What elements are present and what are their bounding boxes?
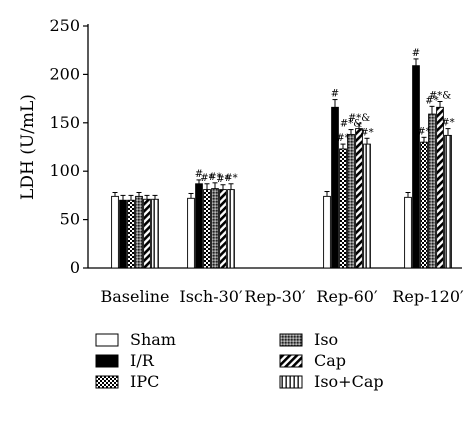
- legend-label: Cap: [314, 351, 346, 370]
- y-axis-title: LDH (U/mL): [18, 94, 38, 200]
- bar-sham: [187, 197, 195, 269]
- bar-sham: [323, 195, 331, 269]
- bar-sham: [404, 196, 412, 269]
- bar-cap: [355, 128, 363, 269]
- x-tick-label: Rep-60′: [316, 287, 378, 306]
- bar-iso-cap: [363, 143, 371, 269]
- legend-label: Iso+Cap: [314, 372, 384, 391]
- legend-label: IPC: [130, 372, 159, 391]
- x-tick-label: Rep-120′: [392, 287, 464, 306]
- bar-cap: [143, 198, 151, 269]
- bar-i-r: [331, 106, 339, 269]
- legend-swatch: [279, 333, 303, 347]
- legend-label: I/R: [130, 351, 155, 370]
- bar-cap: [436, 106, 444, 269]
- significance-label: #*: [360, 127, 373, 138]
- y-tick-label: 100: [49, 161, 80, 180]
- significance-label: #*&: [340, 119, 362, 130]
- bar-iso: [211, 188, 219, 269]
- bar-iso: [135, 195, 143, 269]
- legend-label: Iso: [314, 330, 338, 349]
- significance-label: #: [331, 89, 339, 100]
- x-tick-label: Rep-30′: [244, 287, 306, 306]
- significance-label: #*: [208, 172, 221, 183]
- bar-iso: [347, 133, 355, 269]
- significance-label: #*&: [429, 91, 451, 102]
- x-tick-label: Isch-30′: [179, 287, 243, 306]
- y-tick-label: 150: [49, 113, 80, 132]
- significance-label: #*: [336, 133, 349, 144]
- bar-ipc: [339, 148, 347, 269]
- significance-label: #*&: [348, 113, 370, 124]
- bar-i-r: [195, 183, 203, 269]
- x-tick-label: Baseline: [101, 287, 170, 306]
- significance-label: #*: [216, 174, 229, 185]
- legend-swatch: [95, 354, 119, 368]
- legend-swatch: [279, 354, 303, 368]
- significance-label: #*: [417, 126, 430, 137]
- bar-iso: [428, 113, 436, 269]
- bar-cap: [219, 189, 227, 269]
- significance-label: #: [412, 48, 420, 59]
- legend-label: Sham: [130, 330, 176, 349]
- legend-swatch: [279, 375, 303, 389]
- y-tick-label: 0: [70, 258, 80, 277]
- y-tick-label: 200: [49, 64, 80, 83]
- y-tick-label: 250: [49, 16, 80, 35]
- bar-iso-cap: [227, 189, 235, 269]
- bar-i-r: [412, 65, 420, 269]
- bar-ipc: [420, 141, 428, 269]
- bar-i-r: [119, 199, 127, 269]
- legend-swatch: [95, 333, 119, 347]
- bar-iso-cap: [151, 198, 159, 269]
- significance-label: #*: [441, 118, 454, 129]
- bar-sham: [111, 195, 119, 269]
- y-tick-label: 50: [60, 210, 80, 229]
- significance-label: #*: [224, 173, 237, 184]
- significance-label: #*: [200, 173, 213, 184]
- bar-ipc: [203, 189, 211, 269]
- bar-ipc: [127, 199, 135, 269]
- significance-label: #: [195, 169, 203, 180]
- bar-iso-cap: [444, 134, 452, 269]
- significance-label: #*: [425, 95, 438, 106]
- legend-swatch: [95, 375, 119, 389]
